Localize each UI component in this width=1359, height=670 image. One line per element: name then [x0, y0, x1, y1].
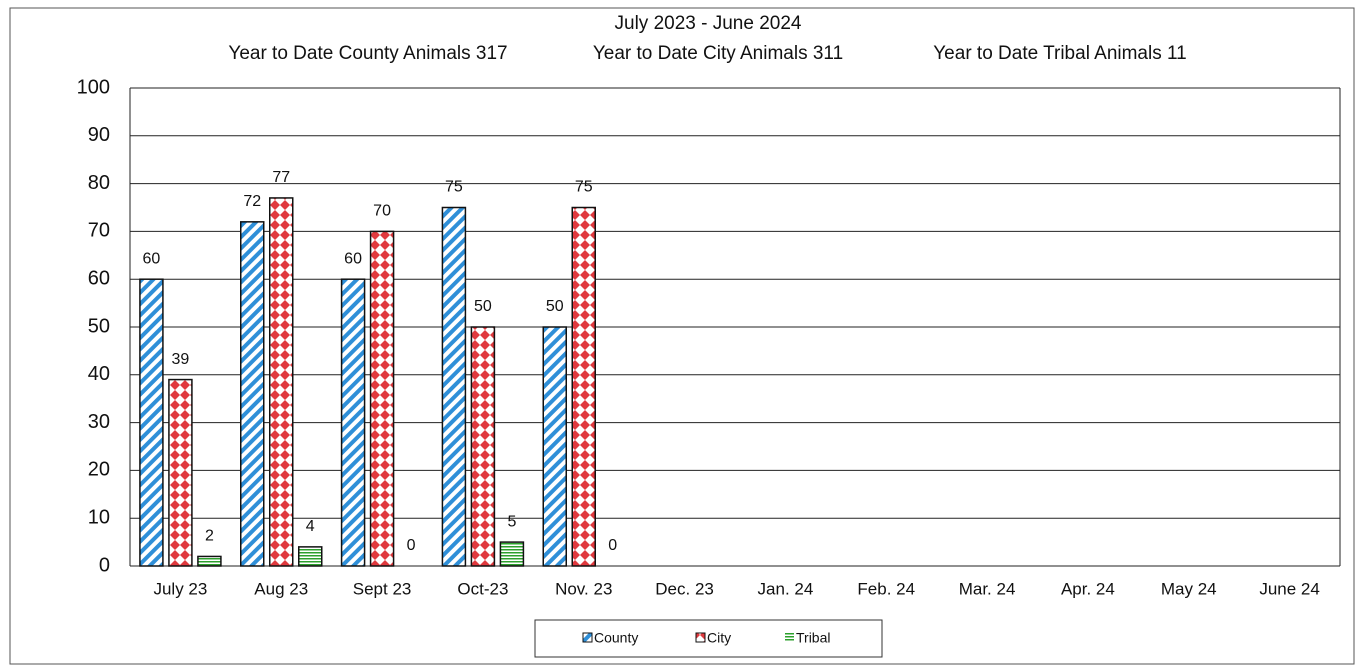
- data-label: 5: [507, 513, 516, 530]
- bar: [441, 206, 467, 567]
- x-tick-label: Aug 23: [254, 579, 308, 598]
- x-tick-label: May 24: [1161, 579, 1217, 598]
- x-tick-label: Nov. 23: [555, 579, 612, 598]
- chart-subtitle: Year to Date Tribal Animals 11: [933, 43, 1186, 64]
- y-tick-label: 90: [88, 124, 110, 146]
- x-tick-label: Apr. 24: [1061, 579, 1115, 598]
- chart-subtitle: Year to Date County Animals 317: [228, 43, 507, 64]
- bar: [369, 230, 395, 567]
- data-label: 60: [143, 250, 161, 267]
- bar: [240, 221, 265, 567]
- bar: [269, 197, 294, 567]
- bar: [571, 206, 596, 567]
- x-tick-label: June 24: [1259, 579, 1320, 598]
- y-tick-label: 70: [88, 220, 110, 242]
- data-label: 4: [306, 518, 315, 535]
- y-tick-label: 40: [88, 363, 110, 385]
- data-label: 70: [373, 203, 391, 220]
- x-tick-label: July 23: [153, 579, 207, 598]
- data-label: 39: [172, 351, 190, 368]
- y-tick-label: 60: [88, 267, 110, 289]
- y-tick-label: 50: [88, 315, 110, 337]
- bar: [139, 278, 164, 567]
- legend-label: Tribal: [796, 630, 831, 646]
- chart-title: July 2023 - June 2024: [615, 13, 802, 34]
- bar: [168, 378, 193, 567]
- bar: [298, 546, 323, 567]
- legend-swatch: [785, 633, 794, 642]
- data-label: 2: [205, 528, 214, 545]
- data-label: 75: [445, 179, 463, 196]
- x-tick-label: Oct-23: [457, 579, 508, 598]
- y-tick-label: 80: [88, 172, 110, 194]
- y-tick-label: 100: [77, 76, 110, 98]
- x-tick-label: Dec. 23: [655, 579, 714, 598]
- x-tick-label: Jan. 24: [758, 579, 814, 598]
- legend-label: County: [594, 630, 638, 646]
- legend-swatch: [582, 632, 593, 643]
- legend-swatch: [695, 632, 706, 643]
- x-tick-label: Feb. 24: [857, 579, 915, 598]
- data-label: 60: [344, 250, 362, 267]
- data-label: 0: [608, 537, 617, 554]
- legend-label: City: [707, 630, 731, 646]
- data-label: 50: [546, 298, 564, 315]
- bar: [470, 326, 496, 567]
- data-label: 72: [243, 193, 261, 210]
- bar: [542, 326, 567, 567]
- data-label: 75: [575, 179, 593, 196]
- legend-box: [534, 619, 883, 658]
- y-tick-label: 0: [99, 554, 110, 576]
- y-tick-label: 10: [88, 506, 110, 528]
- y-tick-label: 30: [88, 411, 110, 433]
- bar: [197, 555, 222, 567]
- chart-subtitle: Year to Date City Animals 311: [593, 43, 843, 64]
- x-tick-label: Mar. 24: [959, 579, 1016, 598]
- data-label: 50: [474, 298, 492, 315]
- y-tick-label: 20: [88, 459, 110, 481]
- frame: [9, 7, 1355, 665]
- bar: [499, 541, 525, 567]
- x-tick-label: Sept 23: [353, 579, 412, 598]
- data-label: 0: [407, 537, 416, 554]
- data-label: 77: [272, 169, 290, 186]
- bar: [340, 278, 366, 567]
